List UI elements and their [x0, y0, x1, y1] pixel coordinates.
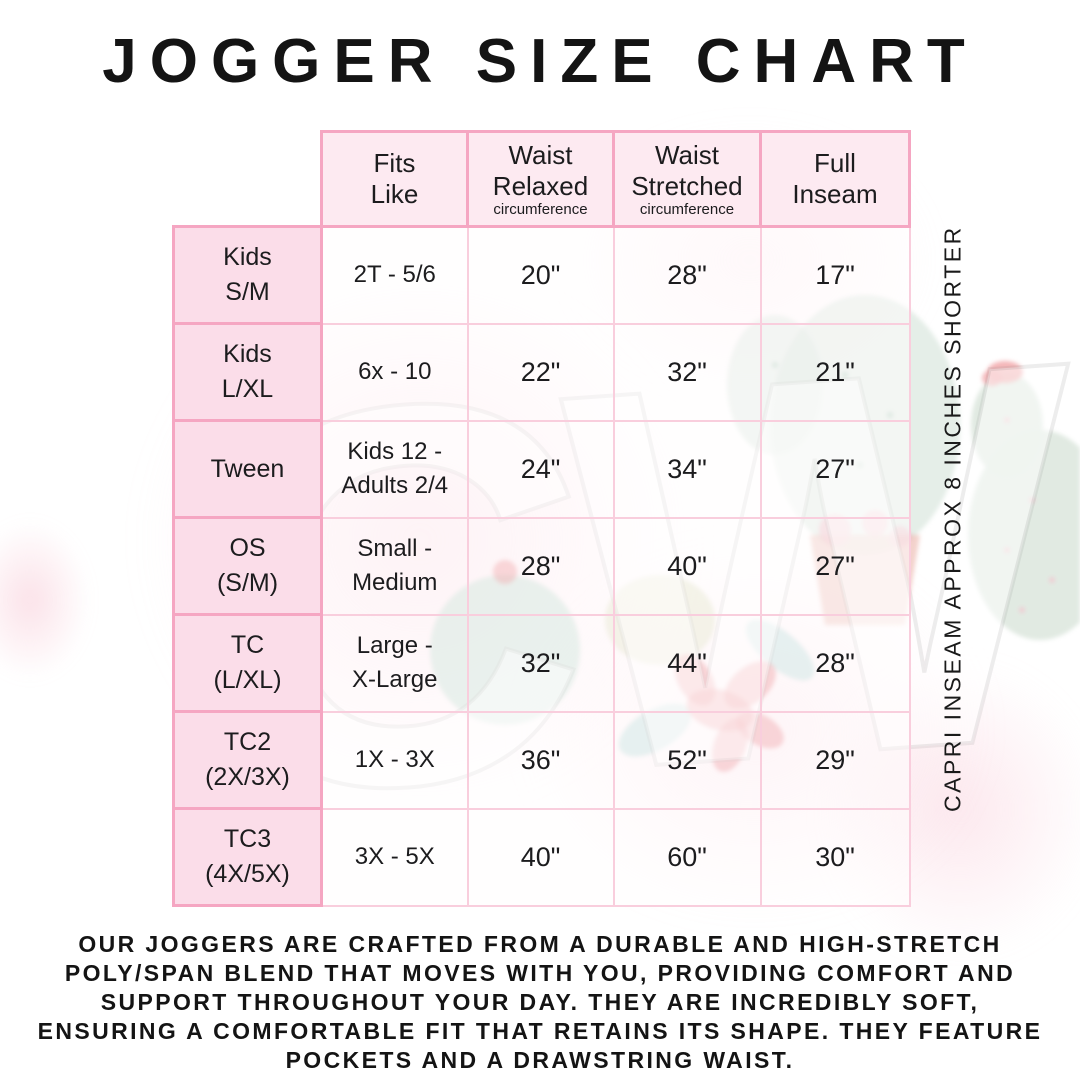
full-inseam-cell: 21": [759, 322, 911, 422]
table-row: OS (S/M) Small - Medium 28" 40" 27": [172, 516, 911, 616]
table-row: TC2 (2X/3X) 1X - 3X 36" 52" 29": [172, 710, 911, 810]
full-inseam-cell: 27": [759, 419, 911, 519]
header-label: Waist: [508, 140, 573, 170]
full-inseam-cell: 28": [759, 613, 911, 713]
row-label: TC2 (2X/3X): [172, 710, 323, 810]
row-label: OS (S/M): [172, 516, 323, 616]
waist-stretched-cell: 60": [612, 807, 762, 907]
row-label: TC (L/XL): [172, 613, 323, 713]
table-row: TC (L/XL) Large - X-Large 32" 44" 28": [172, 613, 911, 713]
capri-inseam-note: CAPRI INSEAM APPROX 8 INCHES SHORTER: [939, 225, 966, 813]
waist-relaxed-cell: 40": [466, 807, 615, 907]
waist-stretched-cell: 32": [612, 322, 762, 422]
header-label: Like: [370, 179, 419, 209]
footer-line: ENSURING A COMFORTABLE FIT THAT RETAINS …: [37, 1018, 1043, 1044]
full-inseam-cell: 30": [759, 807, 911, 907]
header-label: Inseam: [792, 179, 878, 209]
header-label: Full: [814, 148, 856, 178]
header-sublabel: circumference: [639, 201, 735, 218]
fits-like-cell: Small - Medium: [320, 516, 469, 616]
waist-stretched-cell: 40": [612, 516, 762, 616]
waist-relaxed-cell: 24": [466, 419, 615, 519]
row-label: Tween: [172, 419, 323, 519]
pink-watercolor-splash: [0, 520, 90, 680]
waist-relaxed-cell: 22": [466, 322, 615, 422]
row-label: TC3 (4X/5X): [172, 807, 323, 907]
table-row: Tween Kids 12 - Adults 2/4 24" 34" 27": [172, 419, 911, 519]
header-label: Fits: [373, 148, 416, 178]
header-fits-like: Fits Like: [320, 130, 469, 228]
header-waist-relaxed: Waist Relaxed circumference: [466, 130, 615, 228]
table-corner-cell: [174, 132, 322, 227]
table-row: TC3 (4X/5X) 3X - 5X 40" 60" 30": [172, 807, 911, 907]
header-full-inseam: Full Inseam: [759, 130, 911, 228]
footer-line: SUPPORT THROUGHOUT YOUR DAY. THEY ARE IN…: [100, 989, 980, 1015]
footer-line: POLY/SPAN BLEND THAT MOVES WITH YOU, PRO…: [64, 960, 1016, 986]
row-label: Kids S/M: [172, 225, 323, 325]
edge-cactus-watercolor-illustration: [968, 361, 1080, 640]
fits-like-cell: 3X - 5X: [320, 807, 469, 907]
footer-line: POCKETS AND A DRAWSTRING WAIST.: [285, 1047, 795, 1073]
table-row: Kids L/XL 6x - 10 22" 32" 21": [172, 322, 911, 422]
waist-stretched-cell: 44": [612, 613, 762, 713]
fits-like-cell: 6x - 10: [320, 322, 469, 422]
header-label: Stretched: [631, 171, 743, 201]
header-label: Waist: [654, 140, 720, 170]
footer-line: OUR JOGGERS ARE CRAFTED FROM A DURABLE A…: [78, 931, 1002, 957]
header-label: Relaxed: [492, 171, 589, 201]
waist-relaxed-cell: 20": [466, 225, 615, 325]
fits-like-cell: Kids 12 - Adults 2/4: [320, 419, 469, 519]
waist-stretched-cell: 52": [612, 710, 762, 810]
full-inseam-cell: 29": [759, 710, 911, 810]
waist-stretched-cell: 34": [612, 419, 762, 519]
footer-description: OUR JOGGERS ARE CRAFTED FROM A DURABLE A…: [0, 930, 1080, 1075]
header-waist-stretched: Waist Stretched circumference: [612, 130, 762, 228]
fits-like-cell: 1X - 3X: [320, 710, 469, 810]
fits-like-cell: Large - X-Large: [320, 613, 469, 713]
waist-relaxed-cell: 32": [466, 613, 615, 713]
table-row: Kids S/M 2T - 5/6 20" 28" 17": [172, 225, 911, 325]
full-inseam-cell: 27": [759, 516, 911, 616]
page-title: JOGGER SIZE CHART: [102, 27, 978, 96]
waist-relaxed-cell: 28": [466, 516, 615, 616]
header-sublabel: circumference: [493, 201, 588, 218]
waist-relaxed-cell: 36": [466, 710, 615, 810]
waist-stretched-cell: 28": [612, 225, 762, 325]
full-inseam-cell: 17": [759, 225, 911, 325]
size-chart-table: Fits Like Waist Relaxed circumference Wa…: [172, 130, 911, 907]
row-label: Kids L/XL: [172, 322, 323, 422]
fits-like-cell: 2T - 5/6: [320, 225, 469, 325]
